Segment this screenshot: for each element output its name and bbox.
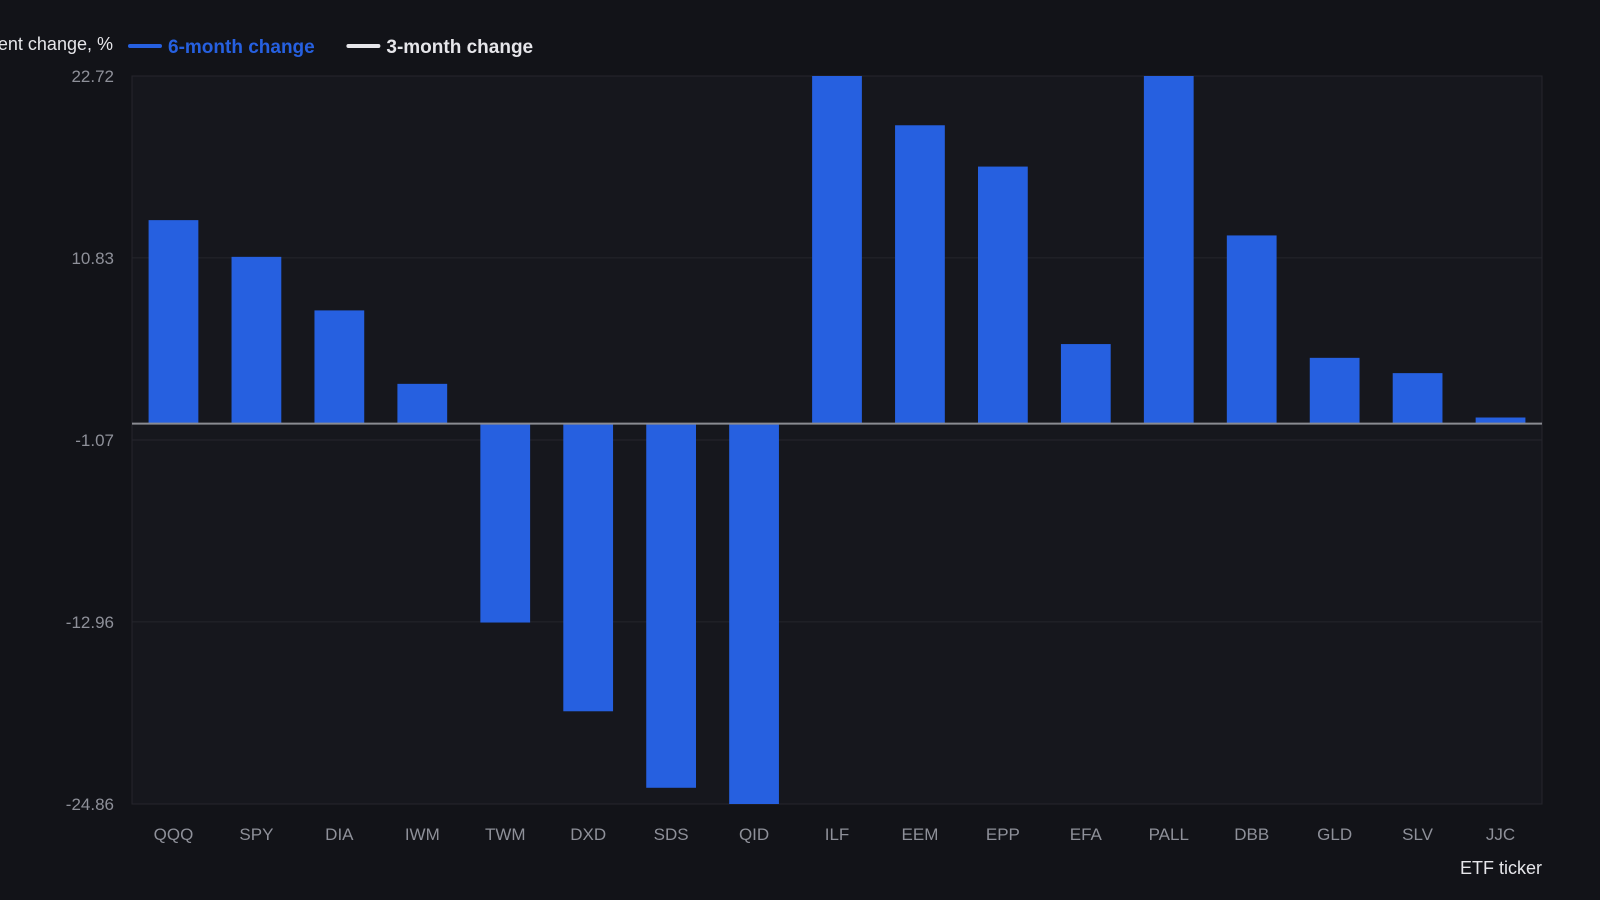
bar-slv[interactable] xyxy=(1392,373,1443,424)
x-tick-label: JJC xyxy=(1486,825,1515,844)
y-tick-label: 10.83 xyxy=(71,249,114,268)
x-tick-label: IWM xyxy=(405,825,440,844)
x-tick-label: SDS xyxy=(654,825,689,844)
x-tick-label: QID xyxy=(739,825,769,844)
x-tick-label: EEM xyxy=(902,825,939,844)
x-tick-label: QQQ xyxy=(154,825,194,844)
bar-gld[interactable] xyxy=(1309,357,1360,424)
bar-iwm[interactable] xyxy=(397,383,448,424)
bar-qqq[interactable] xyxy=(148,220,199,424)
bar-dxd[interactable] xyxy=(563,423,614,712)
bar-qid[interactable] xyxy=(729,423,779,804)
bar-jjc[interactable] xyxy=(1475,417,1526,424)
legend-label[interactable]: 3-month change xyxy=(386,37,533,58)
bar-pall[interactable] xyxy=(1143,76,1194,424)
x-tick-label: DBB xyxy=(1234,825,1269,844)
x-axis-title: ETF ticker xyxy=(1460,858,1542,878)
bar-sds[interactable] xyxy=(646,423,696,788)
bar-efa[interactable] xyxy=(1060,344,1111,424)
x-tick-label: DIA xyxy=(325,825,354,844)
y-tick-label: -1.07 xyxy=(75,431,114,450)
bar-dia[interactable] xyxy=(314,310,365,424)
y-axis-title: Percent change, % xyxy=(0,34,113,54)
y-tick-label: 22.72 xyxy=(71,67,114,86)
x-tick-label: TWM xyxy=(485,825,526,844)
y-tick-label: -12.96 xyxy=(66,613,114,632)
bar-ilf[interactable] xyxy=(812,76,862,424)
x-tick-label: EFA xyxy=(1070,825,1103,844)
bar-epp[interactable] xyxy=(978,166,1028,424)
y-tick-label: -24.86 xyxy=(66,795,114,814)
x-tick-label: GLD xyxy=(1317,825,1352,844)
x-tick-label: SLV xyxy=(1402,825,1434,844)
x-tick-label: ILF xyxy=(825,825,850,844)
bar-dbb[interactable] xyxy=(1226,235,1277,424)
x-tick-label: PALL xyxy=(1149,825,1189,844)
x-tick-label: SPY xyxy=(239,825,273,844)
bar-eem[interactable] xyxy=(895,125,945,424)
bar-twm[interactable] xyxy=(480,423,531,623)
x-tick-label: EPP xyxy=(986,825,1020,844)
x-tick-label: DXD xyxy=(570,825,606,844)
bar-spy[interactable] xyxy=(231,256,282,424)
legend-label[interactable]: 6-month change xyxy=(168,37,315,58)
